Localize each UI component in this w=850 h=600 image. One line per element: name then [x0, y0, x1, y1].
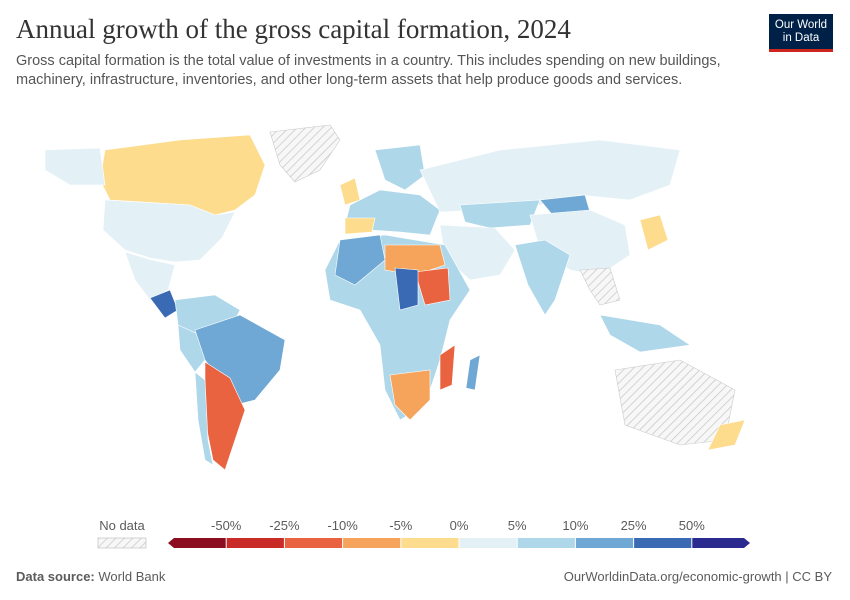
source-text: World Bank	[98, 569, 166, 584]
indonesia	[599, 314, 691, 353]
legend-bin	[691, 538, 750, 548]
madagascar	[465, 354, 481, 391]
legend-tick-label: -25%	[269, 518, 300, 533]
mexico	[124, 251, 176, 301]
legend-bin	[459, 538, 518, 548]
legend-bin	[400, 538, 459, 548]
legend-tick-label: -5%	[389, 518, 413, 533]
countries	[44, 124, 746, 471]
title: Annual growth of the gross capital forma…	[16, 14, 571, 44]
chile	[194, 371, 214, 466]
legend-tick-label: -50%	[211, 518, 242, 533]
logo[interactable]: Our World in Data	[769, 14, 833, 52]
scandinavia	[374, 144, 426, 191]
legend-bin	[284, 538, 343, 548]
sudan	[414, 267, 451, 306]
myanmar	[579, 267, 621, 306]
mozambique	[439, 344, 456, 391]
legend-tick-label: 10%	[562, 518, 588, 533]
legend-tick-label: 0%	[450, 518, 469, 533]
logo-line: Our World	[774, 19, 828, 31]
legend-bin	[342, 538, 401, 548]
alaska	[44, 147, 106, 186]
greenland	[269, 124, 341, 183]
source-label: Data source:	[16, 569, 95, 584]
south-africa	[389, 369, 431, 421]
no-data-swatch	[97, 537, 147, 549]
usa	[102, 199, 236, 263]
central-asia	[459, 199, 541, 229]
legend-tick-label: 25%	[621, 518, 647, 533]
legend-bin	[168, 538, 227, 548]
legend: No data -50% -25% -10% -5% 0% 5% 10% 25% 50%	[97, 518, 750, 549]
legend-tick-label: 5%	[508, 518, 527, 533]
legend-tick-label: -10%	[327, 518, 358, 533]
legend-bin	[517, 538, 576, 548]
legend-bin	[575, 538, 634, 548]
source: Data source: World Bank	[16, 569, 165, 584]
no-data-label: No data	[99, 518, 145, 533]
chad	[394, 267, 419, 311]
north-africa	[334, 234, 386, 286]
legend-bin	[226, 538, 285, 548]
new-zealand	[707, 419, 746, 451]
legend-tick-label: 50%	[679, 518, 705, 533]
japan	[639, 214, 669, 251]
india	[514, 239, 571, 316]
canada	[99, 134, 266, 216]
uk	[339, 177, 361, 206]
logo-line: in Data	[782, 32, 820, 44]
subtitle: Gross capital formation is the total val…	[16, 53, 721, 88]
legend-bin	[633, 538, 692, 548]
url[interactable]: OurWorldinData.org/economic-growth | CC …	[563, 569, 832, 584]
iberia	[344, 217, 376, 235]
